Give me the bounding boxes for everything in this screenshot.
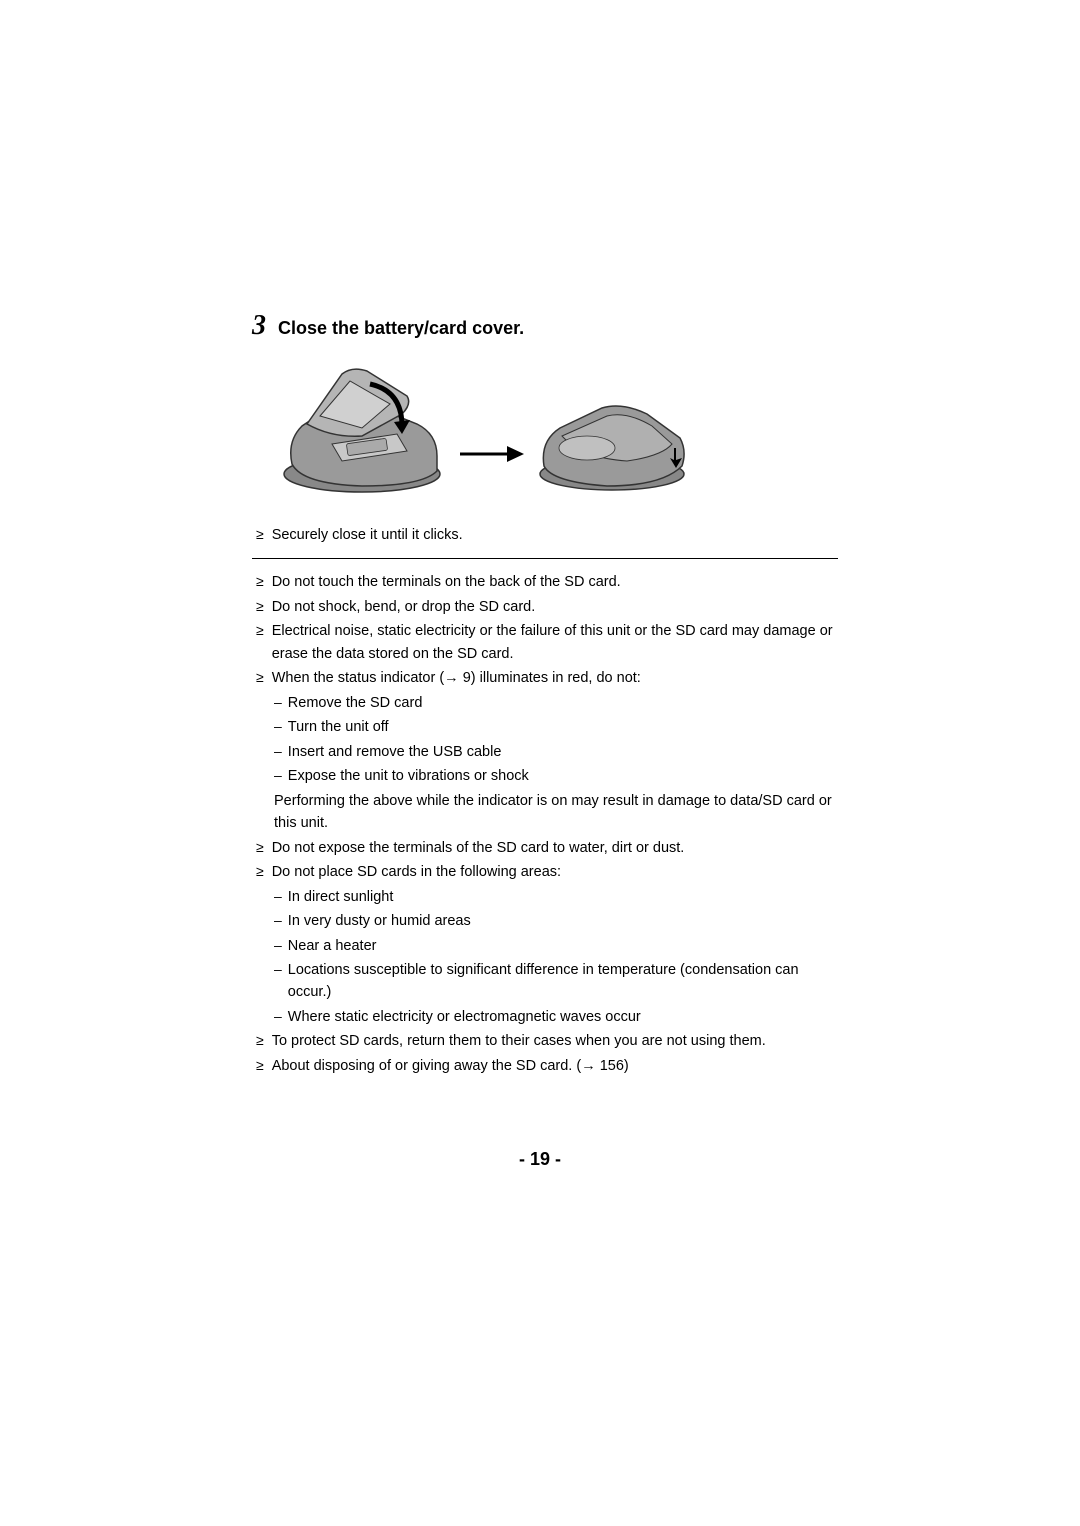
item-text: To protect SD cards, return them to thei… bbox=[272, 1030, 766, 1052]
secure-note-row: ≥ Securely close it until it clicks. bbox=[256, 524, 838, 546]
list-item: ≥ To protect SD cards, return them to th… bbox=[256, 1030, 838, 1052]
item-text: Do not expose the terminals of the SD ca… bbox=[272, 837, 685, 859]
item-text: Do not touch the terminals on the back o… bbox=[272, 571, 621, 593]
nested-item: –Near a heater bbox=[274, 935, 838, 957]
list-item: ≥ When the status indicator (→ 9) illumi… bbox=[256, 667, 838, 689]
bullet-icon: ≥ bbox=[256, 861, 264, 883]
bullet-icon: ≥ bbox=[256, 1055, 264, 1077]
step-number: 3 bbox=[252, 310, 266, 342]
page-content: 3 Close the battery/card cover. bbox=[252, 310, 838, 1079]
bullet-icon: ≥ bbox=[256, 571, 264, 593]
nested-text: Expose the unit to vibrations or shock bbox=[288, 765, 529, 787]
list-item: ≥ About disposing of or giving away the … bbox=[256, 1055, 838, 1077]
nested-text: Remove the SD card bbox=[288, 692, 423, 714]
item-text: Electrical noise, static electricity or … bbox=[272, 620, 838, 665]
dash-icon: – bbox=[274, 716, 282, 738]
bullet-icon: ≥ bbox=[256, 1030, 264, 1052]
nested-text: Locations susceptible to significant dif… bbox=[288, 959, 838, 1004]
dash-icon: – bbox=[274, 910, 282, 932]
camera-illustration bbox=[272, 356, 838, 506]
bullet-icon: ≥ bbox=[256, 620, 264, 665]
nested-item: –Turn the unit off bbox=[274, 716, 838, 738]
page-number: - 19 - bbox=[0, 1149, 1080, 1170]
nested-item: –Where static electricity or electromagn… bbox=[274, 1006, 838, 1028]
nested-item: –Insert and remove the USB cable bbox=[274, 741, 838, 763]
step-header: 3 Close the battery/card cover. bbox=[252, 310, 838, 342]
item-text: When the status indicator (→ 9) illumina… bbox=[272, 667, 641, 689]
divider bbox=[252, 558, 838, 559]
nested-text: Near a heater bbox=[288, 935, 377, 957]
dash-icon: – bbox=[274, 959, 282, 1004]
list-item: ≥ Do not shock, bend, or drop the SD car… bbox=[256, 596, 838, 618]
dash-icon: – bbox=[274, 741, 282, 763]
dash-icon: – bbox=[274, 1006, 282, 1028]
list-item: ≥ Electrical noise, static electricity o… bbox=[256, 620, 838, 665]
nested-text: In direct sunlight bbox=[288, 886, 394, 908]
followup-text: Performing the above while the indicator… bbox=[274, 790, 838, 835]
nested-text: Insert and remove the USB cable bbox=[288, 741, 502, 763]
arrow-icon: → bbox=[444, 670, 459, 686]
warnings-list: ≥ Do not touch the terminals on the back… bbox=[256, 571, 838, 1077]
dash-icon: – bbox=[274, 886, 282, 908]
step-title: Close the battery/card cover. bbox=[278, 318, 524, 339]
bullet-icon: ≥ bbox=[256, 667, 264, 689]
bullet-icon: ≥ bbox=[256, 596, 264, 618]
item-text: Do not place SD cards in the following a… bbox=[272, 861, 561, 883]
list-item: ≥ Do not place SD cards in the following… bbox=[256, 861, 838, 883]
bullet-icon: ≥ bbox=[256, 837, 264, 859]
nested-text: Where static electricity or electromagne… bbox=[288, 1006, 641, 1028]
bullet-icon: ≥ bbox=[256, 524, 264, 546]
nested-item: –Locations susceptible to significant di… bbox=[274, 959, 838, 1004]
secure-note: Securely close it until it clicks. bbox=[272, 524, 463, 546]
nested-item: –Expose the unit to vibrations or shock bbox=[274, 765, 838, 787]
arrow-icon: → bbox=[581, 1058, 596, 1074]
nested-text: Turn the unit off bbox=[288, 716, 389, 738]
nested-item: –In direct sunlight bbox=[274, 886, 838, 908]
item-text: About disposing of or giving away the SD… bbox=[272, 1055, 629, 1077]
nested-list: –Remove the SD card –Turn the unit off –… bbox=[274, 692, 838, 835]
nested-item: –In very dusty or humid areas bbox=[274, 910, 838, 932]
list-item: ≥ Do not touch the terminals on the back… bbox=[256, 571, 838, 593]
list-item: ≥ Do not expose the terminals of the SD … bbox=[256, 837, 838, 859]
dash-icon: – bbox=[274, 935, 282, 957]
nested-list: –In direct sunlight –In very dusty or hu… bbox=[274, 886, 838, 1029]
nested-item: –Remove the SD card bbox=[274, 692, 838, 714]
item-text: Do not shock, bend, or drop the SD card. bbox=[272, 596, 536, 618]
dash-icon: – bbox=[274, 765, 282, 787]
nested-text: In very dusty or humid areas bbox=[288, 910, 471, 932]
dash-icon: – bbox=[274, 692, 282, 714]
